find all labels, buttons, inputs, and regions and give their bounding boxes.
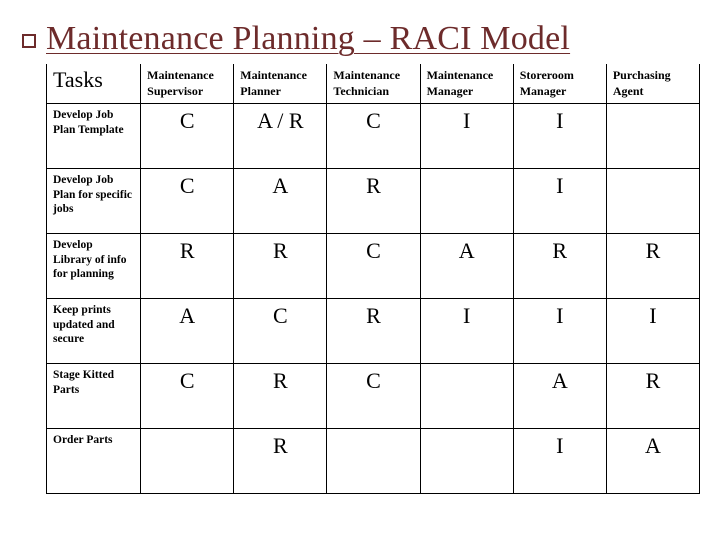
task-cell: Develop Library of info for planning	[47, 234, 141, 299]
role-label: Maintenance Planner	[240, 68, 320, 99]
page-title: Maintenance Planning – RACI Model	[46, 20, 570, 58]
raci-cell: R	[327, 299, 420, 364]
raci-cell: I	[513, 169, 606, 234]
table-row: Stage Kitted Parts C R C A R	[47, 364, 700, 429]
role-label: Storeroom Manager	[520, 68, 600, 99]
role-label: Maintenance Manager	[427, 68, 507, 99]
role-label: Maintenance Supervisor	[147, 68, 227, 99]
role-header: Storeroom Manager	[513, 64, 606, 104]
raci-table: Tasks Maintenance Supervisor Maintenance…	[46, 64, 700, 494]
raci-cell: A	[420, 234, 513, 299]
table-row: Keep prints updated and secure A C R I I…	[47, 299, 700, 364]
raci-cell	[141, 429, 234, 494]
raci-cell: R	[513, 234, 606, 299]
raci-cell	[420, 169, 513, 234]
raci-cell: C	[327, 364, 420, 429]
raci-cell: R	[606, 364, 699, 429]
raci-cell: A / R	[234, 104, 327, 169]
raci-cell: C	[234, 299, 327, 364]
raci-cell: A	[141, 299, 234, 364]
raci-cell	[606, 104, 699, 169]
raci-cell: C	[327, 234, 420, 299]
table-header-row: Tasks Maintenance Supervisor Maintenance…	[47, 64, 700, 104]
task-cell: Develop Job Plan Template	[47, 104, 141, 169]
role-header: Maintenance Manager	[420, 64, 513, 104]
raci-cell	[420, 364, 513, 429]
raci-cell: C	[141, 169, 234, 234]
task-cell: Develop Job Plan for specific jobs	[47, 169, 141, 234]
raci-cell: C	[141, 364, 234, 429]
title-row: Maintenance Planning – RACI Model	[46, 20, 698, 58]
raci-cell	[606, 169, 699, 234]
raci-cell: I	[420, 299, 513, 364]
task-cell: Stage Kitted Parts	[47, 364, 141, 429]
role-header: Maintenance Supervisor	[141, 64, 234, 104]
role-label: Purchasing Agent	[613, 68, 693, 99]
raci-cell: A	[513, 364, 606, 429]
role-header: Maintenance Technician	[327, 64, 420, 104]
raci-cell	[327, 429, 420, 494]
raci-cell: R	[234, 429, 327, 494]
table-row: Order Parts R I A	[47, 429, 700, 494]
raci-cell: A	[606, 429, 699, 494]
raci-cell: I	[513, 299, 606, 364]
raci-cell: C	[327, 104, 420, 169]
bullet-icon	[22, 34, 36, 48]
raci-cell: C	[141, 104, 234, 169]
raci-cell: R	[606, 234, 699, 299]
slide: Maintenance Planning – RACI Model Tasks …	[0, 0, 728, 514]
table-row: Develop Job Plan for specific jobs C A R…	[47, 169, 700, 234]
task-cell: Order Parts	[47, 429, 141, 494]
raci-cell: R	[141, 234, 234, 299]
raci-cell: I	[420, 104, 513, 169]
tasks-label: Tasks	[53, 67, 103, 92]
raci-cell: R	[327, 169, 420, 234]
table-row: Develop Job Plan Template C A / R C I I	[47, 104, 700, 169]
raci-cell: I	[513, 104, 606, 169]
raci-cell: R	[234, 234, 327, 299]
role-header: Purchasing Agent	[606, 64, 699, 104]
raci-cell: I	[513, 429, 606, 494]
raci-cell: R	[234, 364, 327, 429]
table-row: Develop Library of info for planning R R…	[47, 234, 700, 299]
role-header: Maintenance Planner	[234, 64, 327, 104]
task-cell: Keep prints updated and secure	[47, 299, 141, 364]
tasks-header: Tasks	[47, 64, 141, 104]
raci-cell: I	[606, 299, 699, 364]
raci-cell: A	[234, 169, 327, 234]
role-label: Maintenance Technician	[333, 68, 413, 99]
raci-cell	[420, 429, 513, 494]
